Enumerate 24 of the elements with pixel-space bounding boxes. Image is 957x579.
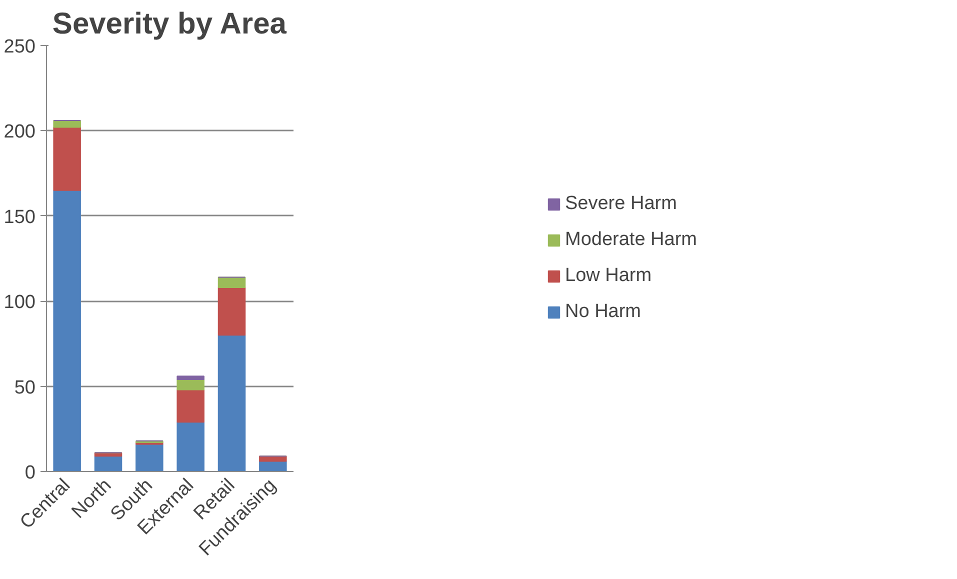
legend-label: No Harm (565, 301, 642, 323)
bar (218, 334, 246, 472)
bar (176, 422, 204, 472)
y-tick-label: 150 (4, 206, 36, 228)
bar (94, 456, 122, 472)
bar (176, 376, 204, 380)
bar (176, 378, 204, 390)
y-tick-label: 0 (24, 462, 36, 484)
bar (136, 444, 164, 472)
bar (218, 286, 246, 336)
bar (218, 276, 246, 288)
bar (259, 456, 287, 462)
legend-label: Severe Harm (565, 193, 677, 215)
bar (53, 120, 81, 128)
y-tick-label: 200 (4, 122, 36, 143)
legend-label: Low Harm (565, 265, 652, 287)
y-tick-label: 50 (14, 377, 36, 398)
y-tick-label: 100 (4, 292, 36, 314)
legend-label: Moderate Harm (565, 229, 697, 251)
bar (53, 126, 81, 191)
bar (53, 190, 81, 472)
bar (176, 389, 204, 423)
chart-title: Severity by Area (52, 8, 287, 40)
y-tick-label: 250 (4, 36, 36, 58)
